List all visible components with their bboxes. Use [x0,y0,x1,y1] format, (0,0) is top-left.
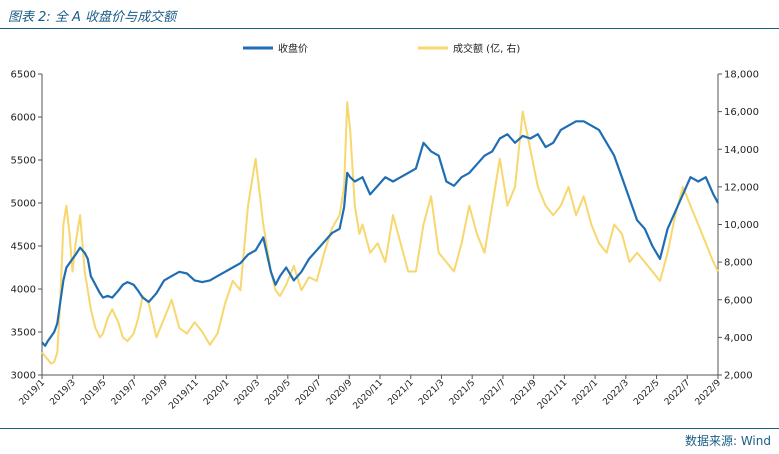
left-tick-label: 4000 [11,285,36,296]
series-line-turnover [41,101,719,365]
x-tick-label: 2019/3 [48,378,77,407]
x-tick-label: 2021/5 [448,378,477,407]
x-tick-label: 2020/3 [233,378,262,407]
source-note: 数据来源: Wind [684,434,771,448]
series-line-close-price [41,120,719,347]
right-tick-label: 8,000 [724,258,753,269]
x-tick-label: 2019/9 [141,378,171,408]
x-tick-label: 2020/9 [325,378,355,408]
left-tick-label: 5500 [11,156,36,167]
left-tick-label: 6000 [11,113,36,124]
x-tick-label: 2021/7 [479,378,508,407]
x-tick-label: 2022/1 [571,378,600,407]
left-tick-label: 4500 [11,242,36,253]
right-axis-ticks: 2,000 4,000 6,000 8,000 10,000 12,000 14,000 16… [718,70,759,382]
left-tick-label: 5000 [11,199,36,210]
x-tick-label: 2022/3 [601,378,630,407]
x-tick-label: 2022/9 [694,378,724,408]
right-tick-label: 6,000 [724,295,753,306]
right-tick-label: 12,000 [724,182,759,193]
x-tick-label: 2019/7 [110,378,139,407]
right-tick-label: 10,000 [724,220,759,231]
right-tick-label: 2,000 [724,371,753,382]
left-tick-label: 3500 [11,328,36,339]
series-lines [41,101,719,365]
x-tick-label: 2020/7 [294,378,323,407]
x-tick-label: 2020/1 [202,378,231,407]
left-tick-label: 6500 [11,70,36,81]
figure-title: 图表 2: 全 A 收盘价与成交额 [8,10,177,25]
x-tick-label: 2022/7 [663,378,692,407]
left-axis-ticks: 3000 3500 4000 4500 5000 5500 6000 6500 [11,70,42,382]
x-tick-label: 2019/1 [18,378,47,407]
right-tick-label: 14,000 [724,145,759,156]
left-tick-label: 3000 [11,371,36,382]
right-tick-label: 4,000 [724,333,753,344]
x-tick-label: 2019/11 [167,378,201,412]
footer-divider [0,428,779,429]
price-volume-chart: 收盘价 成交额 (亿, 右) 3000 3500 4000 4500 5000 5500 6… [11,42,759,412]
x-tick-label: 2021/3 [417,378,446,407]
legend: 收盘价 成交额 (亿, 右) [243,42,520,55]
x-tick-label: 2021/9 [509,378,539,408]
right-tick-label: 18,000 [724,70,759,81]
right-tick-label: 16,000 [724,107,759,118]
x-tick-label: 2021/11 [536,378,570,412]
figure-header: 图表 2: 全 A 收盘价与成交额 [0,0,779,29]
legend-label-price: 收盘价 [278,42,308,55]
legend-label-volume: 成交额 (亿, 右) [453,42,520,55]
x-tick-label: 2022/5 [632,378,661,407]
x-tick-label: 2020/5 [263,378,292,407]
x-tick-label: 2019/5 [79,378,108,407]
x-tick-label: 2020/11 [352,378,386,412]
x-tick-label: 2021/1 [386,378,415,407]
